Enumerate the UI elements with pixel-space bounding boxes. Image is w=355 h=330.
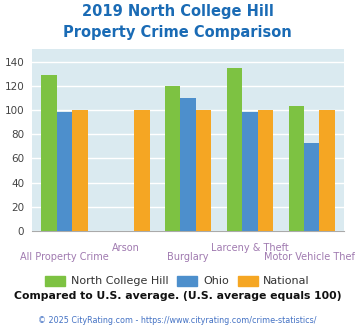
Bar	[258, 110, 273, 231]
Bar	[320, 110, 335, 231]
Bar	[72, 110, 88, 231]
Text: 2019 North College Hill
Property Crime Comparison: 2019 North College Hill Property Crime C…	[63, 4, 292, 40]
Text: © 2025 CityRating.com - https://www.cityrating.com/crime-statistics/: © 2025 CityRating.com - https://www.city…	[38, 316, 317, 325]
Bar	[227, 68, 242, 231]
Bar	[165, 86, 180, 231]
Bar	[42, 75, 57, 231]
Bar	[304, 143, 320, 231]
Text: Motor Vehicle Theft: Motor Vehicle Theft	[264, 251, 355, 262]
Bar	[180, 98, 196, 231]
Text: Arson: Arson	[113, 243, 140, 253]
Bar	[134, 110, 149, 231]
Bar	[289, 106, 304, 231]
Bar	[196, 110, 211, 231]
Bar	[242, 113, 258, 231]
Text: Compared to U.S. average. (U.S. average equals 100): Compared to U.S. average. (U.S. average …	[14, 291, 341, 301]
Bar	[57, 113, 72, 231]
Text: All Property Crime: All Property Crime	[20, 251, 109, 262]
Text: Burglary: Burglary	[168, 251, 209, 262]
Legend: North College Hill, Ohio, National: North College Hill, Ohio, National	[41, 271, 314, 291]
Text: Larceny & Theft: Larceny & Theft	[211, 243, 289, 253]
